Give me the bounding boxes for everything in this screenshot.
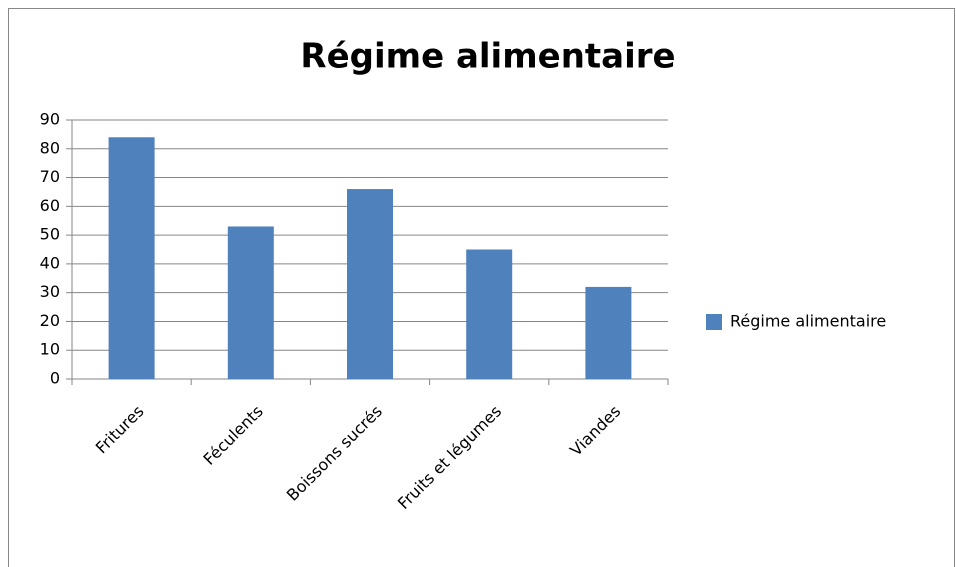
bar [108, 137, 155, 379]
chart-title: Régime alimentaire [300, 37, 675, 77]
y-tick-label: 90 [40, 110, 60, 129]
legend-swatch [706, 314, 722, 330]
y-tick-label: 0 [50, 369, 60, 388]
y-tick-label: 30 [40, 282, 60, 301]
bar [347, 189, 393, 379]
legend-label: Régime alimentaire [730, 312, 886, 331]
bar [466, 249, 513, 379]
y-tick-label: 10 [40, 340, 60, 359]
y-tick-label: 20 [40, 311, 60, 330]
bar [585, 286, 632, 379]
y-tick-label: 70 [40, 167, 60, 186]
y-tick-label: 80 [40, 138, 60, 157]
bar [227, 226, 274, 379]
y-tick-label: 40 [40, 253, 60, 272]
y-tick-label: 60 [40, 196, 60, 215]
y-tick-label: 50 [40, 225, 60, 244]
